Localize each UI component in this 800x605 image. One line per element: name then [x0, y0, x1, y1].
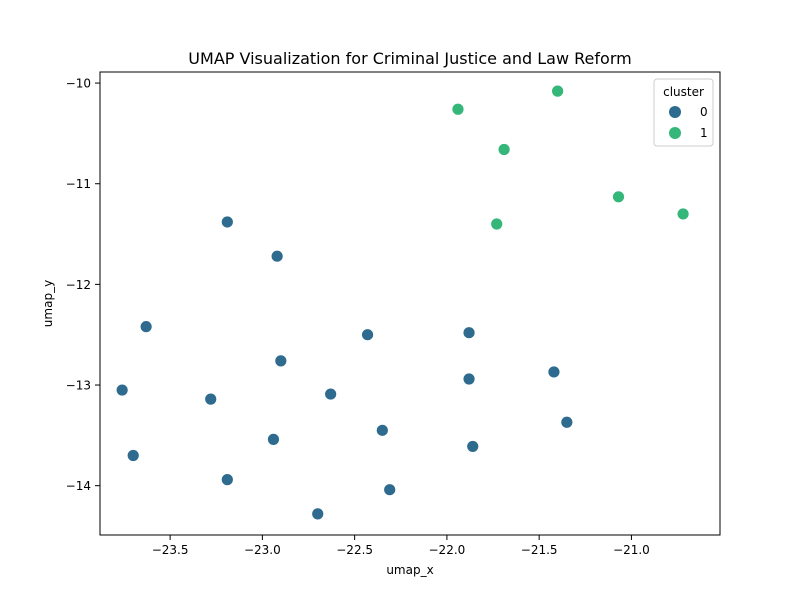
x-tick-label: −22.0 [429, 543, 466, 557]
legend: cluster 0 1 [653, 78, 714, 147]
legend-marker-cluster-1 [669, 127, 681, 139]
scatter-point-cluster-0 [361, 328, 374, 342]
legend-title: cluster [663, 85, 704, 99]
x-tick-label: −23.5 [152, 543, 189, 557]
scatter-point-cluster-0 [270, 249, 284, 263]
x-axis-label: umap_x [386, 563, 433, 577]
y-tick-label: −13 [66, 379, 91, 393]
scatter-point-cluster-0 [462, 326, 476, 340]
scatter-point-cluster-0 [139, 320, 153, 334]
scatter-point-cluster-0 [466, 440, 480, 453]
scatter-point-cluster-1 [551, 84, 565, 98]
scatter-point-cluster-0 [274, 354, 288, 368]
scatter-point-cluster-0 [375, 423, 389, 437]
scatter-point-cluster-0 [324, 387, 338, 401]
scatter-point-cluster-0 [220, 473, 234, 487]
scatter-point-cluster-1 [612, 190, 625, 204]
plot-frame [99, 71, 721, 536]
scatter-point-cluster-0 [311, 507, 325, 521]
legend-label-cluster-0: 0 [700, 105, 708, 119]
scatter-point-cluster-0 [383, 483, 397, 497]
x-tick-label: −21.5 [521, 543, 558, 557]
scatter-point-cluster-1 [497, 143, 511, 156]
x-tick-label: −22.5 [336, 543, 373, 557]
scatter-point-cluster-0 [267, 432, 280, 446]
plot-area [115, 84, 690, 521]
chart-title: UMAP Visualization for Criminal Justice … [188, 49, 631, 68]
y-tick-label: −10 [66, 77, 91, 91]
y-tick-label: −12 [66, 278, 91, 292]
scatter-point-cluster-0 [204, 392, 218, 406]
scatter-point-cluster-0 [126, 449, 140, 462]
y-axis-label: umap_y [41, 280, 55, 327]
scatter-point-cluster-0 [547, 365, 561, 379]
scatter-point-cluster-1 [451, 102, 465, 116]
y-tick-label: −14 [66, 479, 91, 493]
x-tick-label: −23.0 [244, 543, 281, 557]
y-tick-label: −11 [66, 177, 91, 191]
scatter-point-cluster-0 [220, 215, 234, 229]
scatter-point-cluster-1 [676, 207, 690, 221]
legend-box [653, 78, 714, 147]
legend-label-cluster-1: 1 [700, 126, 708, 140]
scatter-point-cluster-0 [560, 415, 574, 429]
scatter-point-cluster-1 [490, 217, 504, 231]
scatter-point-cluster-0 [115, 383, 129, 397]
scatter-point-cluster-0 [462, 372, 476, 386]
legend-marker-cluster-0 [669, 106, 681, 118]
x-tick-label: −21.0 [613, 543, 650, 557]
